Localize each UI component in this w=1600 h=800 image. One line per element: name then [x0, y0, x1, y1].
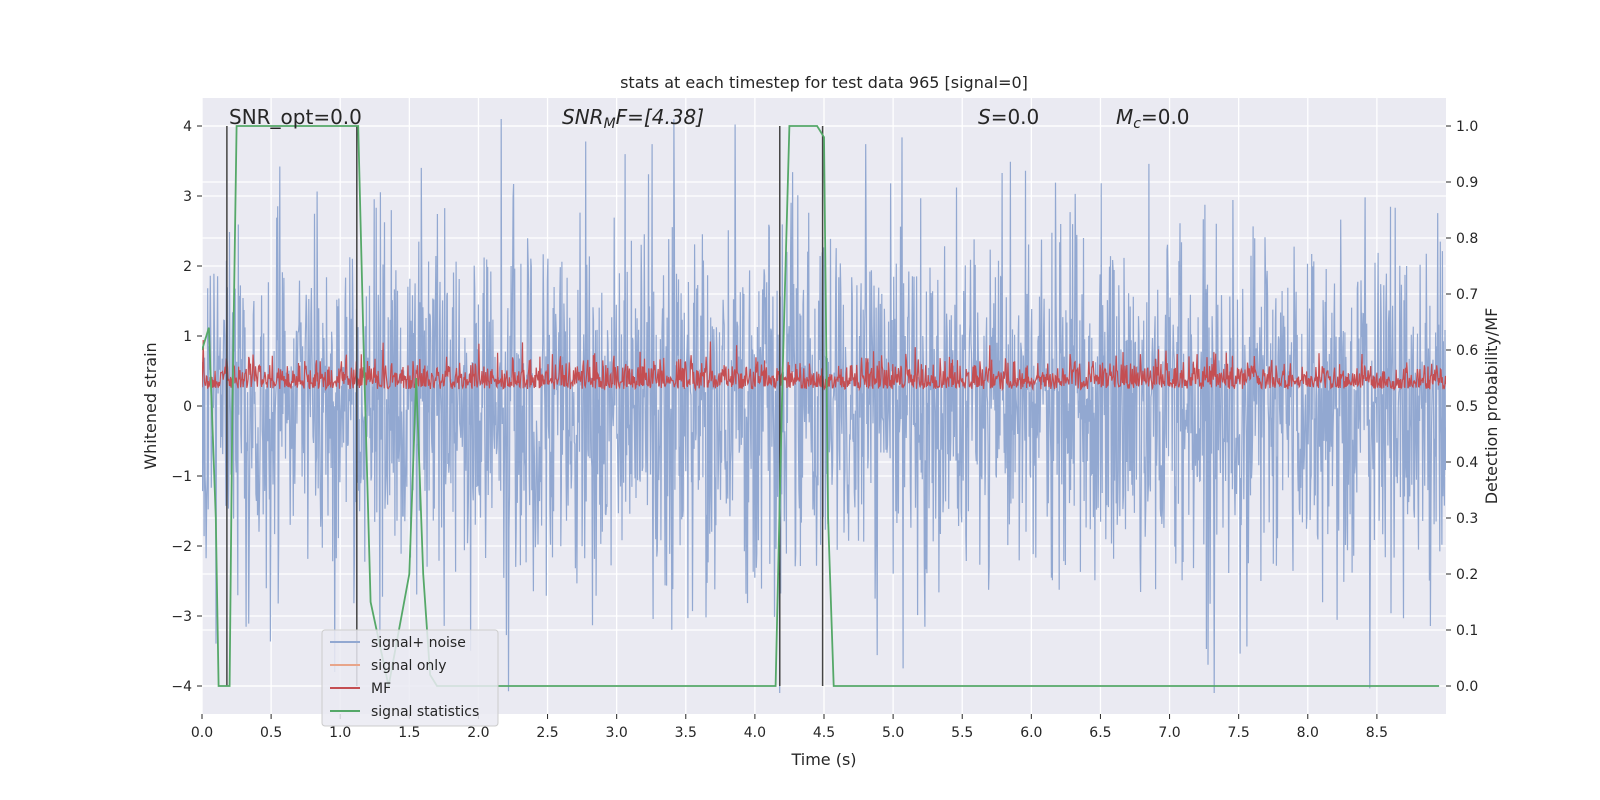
y-left-tick-label: 0	[183, 399, 192, 415]
y-right-tick-label: 0.5	[1456, 399, 1478, 415]
annotation-mc: Mc=0.0	[1116, 105, 1190, 132]
y-left-tick-label: 1	[183, 329, 192, 345]
annotation-s: S=0.0	[978, 105, 1039, 129]
y-right-tick-label: 1.0	[1456, 119, 1478, 135]
legend-label-signal-noise: signal+ noise	[371, 635, 466, 651]
x-tick-label: 1.0	[329, 725, 351, 741]
y-left-tick-label: −2	[171, 539, 192, 555]
y-right-tick-label: 0.1	[1456, 623, 1478, 639]
legend-box	[321, 629, 499, 727]
x-axis-label: Time (s)	[790, 750, 856, 769]
x-tick-label: 5.5	[951, 725, 973, 741]
annotation-snr-opt: SNR_opt=0.0	[229, 105, 362, 129]
chart-title: stats at each timestep for test data 965…	[620, 73, 1028, 92]
x-tick-label: 0.5	[260, 725, 282, 741]
y-right-tick-label: 0.6	[1456, 343, 1478, 359]
legend: signal+ noise signal only MF signal stat…	[321, 629, 499, 727]
y-right-tick-label: 0.9	[1456, 175, 1478, 191]
y-right-tick-label: 0.3	[1456, 511, 1478, 527]
x-tick-label: 6.5	[1089, 725, 1111, 741]
x-tick-label: 0.0	[191, 725, 213, 741]
x-tick-label: 2.0	[467, 725, 489, 741]
x-tick-label: 3.0	[606, 725, 628, 741]
y-left-tick-label: −3	[171, 609, 192, 625]
y-axis-right-label: Detection probability/MF	[1482, 308, 1501, 505]
x-tick-label: 8.0	[1297, 725, 1319, 741]
y-left-tick-label: 3	[183, 189, 192, 205]
y-right-tick-label: 0.7	[1456, 287, 1478, 303]
x-tick-label: 7.5	[1228, 725, 1250, 741]
y-axis-left-ticks: 4 3 2 1 0 −1 −2 −3 −4	[171, 119, 202, 695]
x-tick-label: 4.5	[813, 725, 835, 741]
x-tick-label: 3.5	[675, 725, 697, 741]
annotations: SNR_opt=0.0 SNRMF=[4.38] S=0.0 Mc=0.0	[229, 105, 1190, 132]
x-tick-label: 5.0	[882, 725, 904, 741]
y-left-tick-label: 4	[183, 119, 192, 135]
y-right-tick-label: 0.8	[1456, 231, 1478, 247]
annotation-snr-mf: SNRMF=[4.38]	[562, 105, 704, 132]
x-tick-label: 2.5	[536, 725, 558, 741]
y-axis-left-label: Whitened strain	[141, 342, 160, 469]
x-tick-label: 6.0	[1020, 725, 1042, 741]
x-tick-label: 1.5	[398, 725, 420, 741]
y-left-tick-label: −1	[171, 469, 192, 485]
series-mf	[202, 339, 1446, 392]
y-right-tick-label: 0.0	[1456, 679, 1478, 695]
legend-label-signal-only: signal only	[371, 658, 446, 674]
legend-label-mf: MF	[371, 681, 391, 697]
event-lines	[226, 126, 824, 686]
y-axis-right-ticks: 1.0 0.9 0.8 0.7 0.6 0.5 0.4 0.3 0.2 0.1 0.0	[1446, 119, 1478, 695]
y-left-tick-label: 2	[183, 259, 192, 275]
y-left-tick-label: −4	[171, 679, 192, 695]
y-right-tick-label: 0.4	[1456, 455, 1478, 471]
x-tick-label: 7.0	[1158, 725, 1180, 741]
x-tick-label: 4.0	[744, 725, 766, 741]
x-tick-label: 8.5	[1366, 725, 1388, 741]
y-right-tick-label: 0.2	[1456, 567, 1478, 583]
legend-label-signal-statistics: signal statistics	[371, 704, 479, 720]
x-axis-ticks: 0.0 0.5 1.0 1.5 2.0 2.5 3.0 3.5 4.0 4.5 5.0 5.5 6.0 6…	[191, 714, 1388, 741]
